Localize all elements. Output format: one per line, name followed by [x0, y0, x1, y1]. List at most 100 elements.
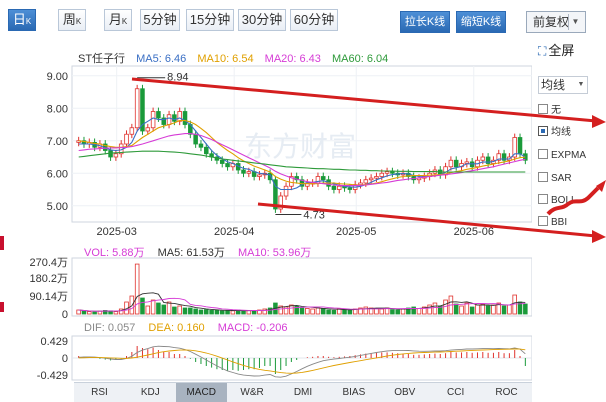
checkbox[interactable] — [538, 149, 548, 159]
dif-line — [78, 345, 526, 378]
shrink-kline-button[interactable]: 缩短K线 — [456, 11, 506, 33]
chevron-down-icon: ▼ — [577, 81, 585, 88]
volume-bar — [411, 306, 416, 315]
overlay-option-expma[interactable]: EXPMA — [538, 149, 586, 162]
volume-bar — [289, 304, 294, 315]
dea-value: DEA: 0.160 — [148, 322, 205, 334]
volume-bar — [326, 309, 331, 315]
kline-chart[interactable]: 东方财富 9.00 8.00 7.00 6.00 5.00 2025-03 2025-04… — [0, 60, 532, 238]
tab-15min[interactable]: 15分钟 — [186, 9, 234, 31]
ma10-value: MA10: 6.54 — [197, 53, 254, 65]
candle-body — [177, 111, 182, 122]
overlay-option-sar[interactable]: SAR — [538, 172, 572, 185]
volume-bar — [331, 310, 337, 315]
indicator-tab-obv[interactable]: OBV — [394, 387, 416, 398]
tab-daily-k[interactable]: 日K — [8, 9, 36, 31]
volume-bar — [485, 305, 491, 315]
tab-60min[interactable]: 60分钟 — [290, 9, 338, 31]
candle-body — [198, 143, 204, 148]
y-tick-label: 5.00 — [47, 201, 68, 213]
volume-bar — [76, 309, 81, 315]
arrow-line-lower — [257, 202, 597, 238]
volume-bar — [294, 305, 299, 315]
volume-bar — [150, 299, 156, 315]
candle-body — [113, 153, 119, 158]
candle-body — [480, 156, 486, 161]
vol-ma5-value: MA5: 61.53万 — [157, 247, 225, 259]
arrow-head-icon — [592, 115, 606, 128]
kline-frame — [71, 65, 532, 223]
ma-legend: ST任子行 MA5: 6.46 MA10: 6.54 MA20: 6.43 MA… — [78, 50, 396, 66]
overlay-option-bbi[interactable]: BBI — [538, 216, 567, 229]
candle-body — [363, 179, 369, 184]
volume-bar — [118, 308, 124, 315]
overlay-option-boll[interactable]: BOLL — [538, 194, 577, 207]
y-tick-label: 7.00 — [47, 136, 68, 148]
candle-body — [241, 169, 246, 174]
vol-ma5-line — [78, 292, 526, 312]
dif-value: DIF: 0.057 — [84, 322, 136, 334]
volume-bar — [193, 308, 198, 315]
overlay-option-none[interactable]: 无 — [538, 104, 561, 117]
candle-body — [145, 127, 151, 132]
indicator-tab-kdj[interactable]: KDJ — [140, 387, 160, 398]
checkbox[interactable] — [538, 194, 548, 204]
chevron-down-icon: ▼ — [568, 14, 582, 30]
toolbar: 日K 周K 月K 5分钟 15分钟 30分钟 60分钟 拉长K线 缩短K线 前复… — [0, 0, 606, 36]
tab-30min[interactable]: 30分钟 — [238, 9, 286, 31]
volume-bar — [267, 307, 273, 315]
volume-bar — [262, 308, 268, 315]
ma-line-ma60 — [78, 150, 526, 173]
macd-chart[interactable]: 0.429 0 -0.429 — [0, 334, 532, 382]
adjust-select[interactable]: 前复权 ▼ — [526, 11, 586, 33]
indicator-tab-rsi[interactable]: RSI — [91, 387, 108, 398]
overlay-select[interactable]: 均线 ▼ — [538, 76, 588, 94]
candle-body — [331, 185, 337, 190]
checkbox-checked[interactable] — [538, 126, 548, 136]
x-tick-label: 2025-05 — [336, 226, 376, 238]
candle-body — [289, 176, 294, 187]
stretch-kline-button[interactable]: 拉长K线 — [400, 11, 450, 33]
overlay-option-ma[interactable]: 均线 — [538, 126, 571, 139]
volume-bar — [209, 310, 214, 315]
volume-bar — [198, 309, 204, 315]
volume-bar — [459, 305, 464, 315]
candle-body — [172, 114, 177, 122]
volume-bar — [166, 301, 172, 315]
volume-bar — [358, 307, 363, 315]
candle-body — [225, 163, 230, 168]
tab-weekly-k[interactable]: 周K — [58, 9, 86, 31]
tab-monthly-k[interactable]: 月K — [104, 9, 132, 31]
indicator-tab-roc[interactable]: ROC — [495, 387, 518, 398]
volume-bar — [145, 305, 151, 315]
indicator-tab-bias[interactable]: BIAS — [342, 387, 366, 398]
macd-legend: DIF: 0.057 DEA: 0.160 MACD: -0.206 — [84, 322, 287, 334]
volume-bar — [464, 302, 470, 315]
candle-body — [273, 179, 278, 210]
checkbox[interactable] — [538, 216, 548, 226]
macd-y-tick-label: 0 — [62, 353, 68, 365]
volume-bar — [480, 303, 486, 315]
stock-name: ST任子行 — [78, 53, 126, 65]
macd-y-tick-label: -0.429 — [37, 370, 68, 382]
dea-line — [78, 348, 526, 374]
volume-bar — [299, 307, 305, 315]
volume-bar — [219, 310, 225, 315]
checkbox[interactable] — [538, 104, 548, 114]
candle-body — [448, 159, 454, 168]
candle-body — [347, 187, 353, 190]
indicator-tab-macd[interactable]: MACD — [175, 383, 227, 402]
y-tick-label: 6.00 — [47, 168, 68, 180]
volume-bar — [390, 309, 395, 315]
checkbox[interactable] — [538, 172, 548, 182]
indicator-tab-wr[interactable]: W&R — [240, 387, 264, 398]
fullscreen-button[interactable]: ⛶ 全屏 — [538, 43, 575, 58]
ma-line-ma10 — [78, 120, 526, 186]
vol-ma10-value: MA10: 53.96万 — [237, 247, 312, 259]
indicator-tab-dmi[interactable]: DMI — [293, 387, 313, 398]
volume-chart[interactable]: 270.4万 180.2万 90.14万 0 — [0, 256, 532, 318]
indicator-tab-cci[interactable]: CCI — [447, 387, 465, 398]
indicator-tab-bar: RSI KDJ MACD W&R DMI BIAS OBV CCI ROC — [74, 382, 532, 402]
tab-5min[interactable]: 5分钟 — [140, 9, 180, 31]
